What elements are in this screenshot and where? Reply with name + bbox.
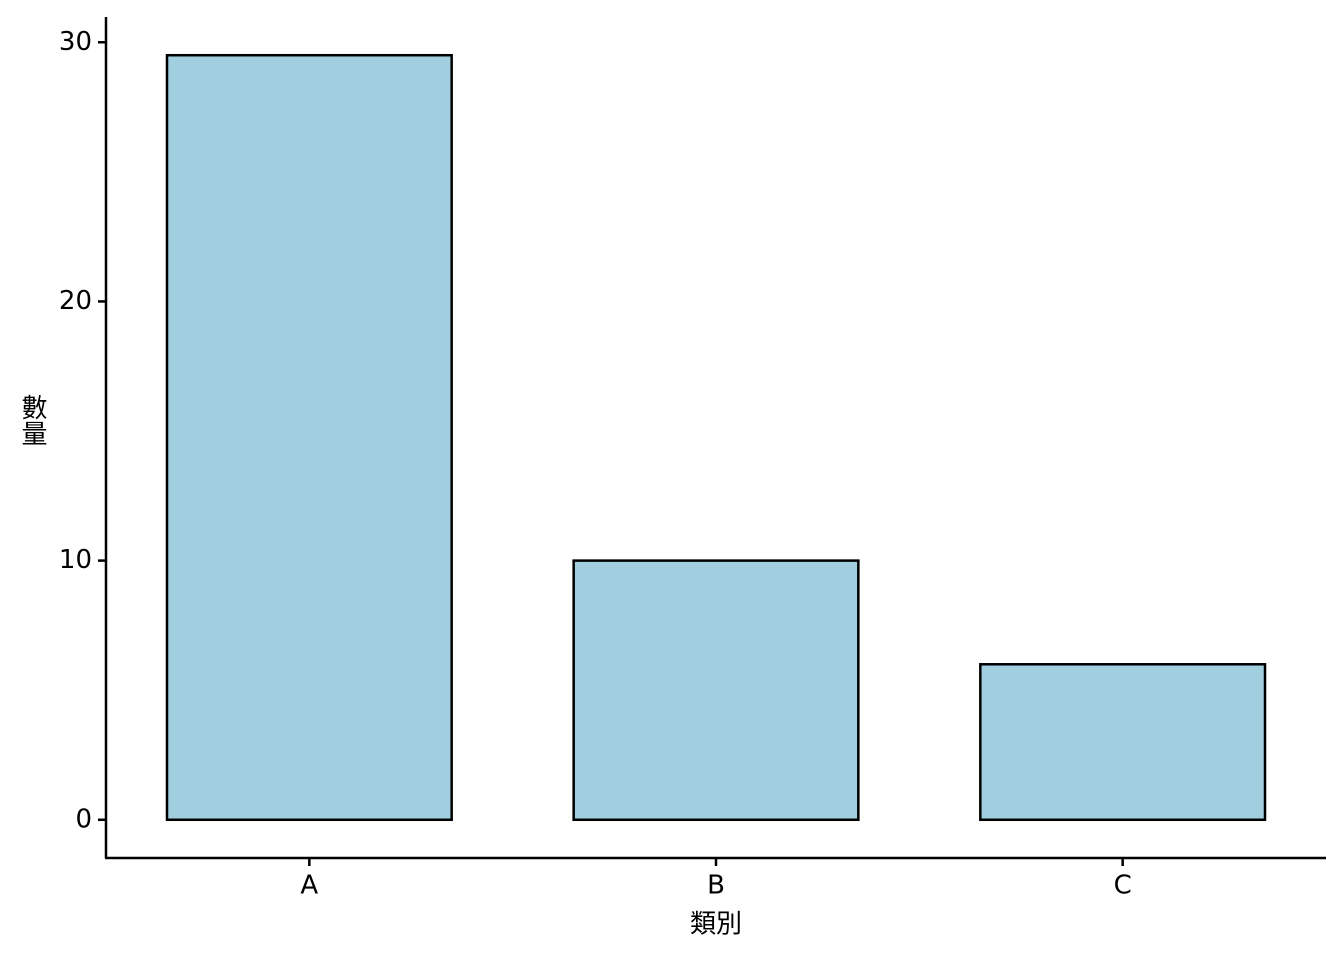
x-tick-label: A	[300, 871, 318, 901]
bar	[979, 663, 1267, 822]
x-tick-label: C	[1114, 871, 1132, 901]
y-axis-label: 數量	[17, 394, 47, 446]
y-tick-label: 20	[59, 286, 92, 316]
x-axis-label: 類別	[690, 910, 742, 940]
y-tick-label: 30	[59, 27, 92, 57]
y-tick-label: 0	[75, 804, 92, 834]
bar	[572, 559, 860, 822]
bar	[165, 53, 453, 822]
y-tick-label: 10	[59, 545, 92, 575]
x-tick-label: B	[707, 871, 725, 901]
